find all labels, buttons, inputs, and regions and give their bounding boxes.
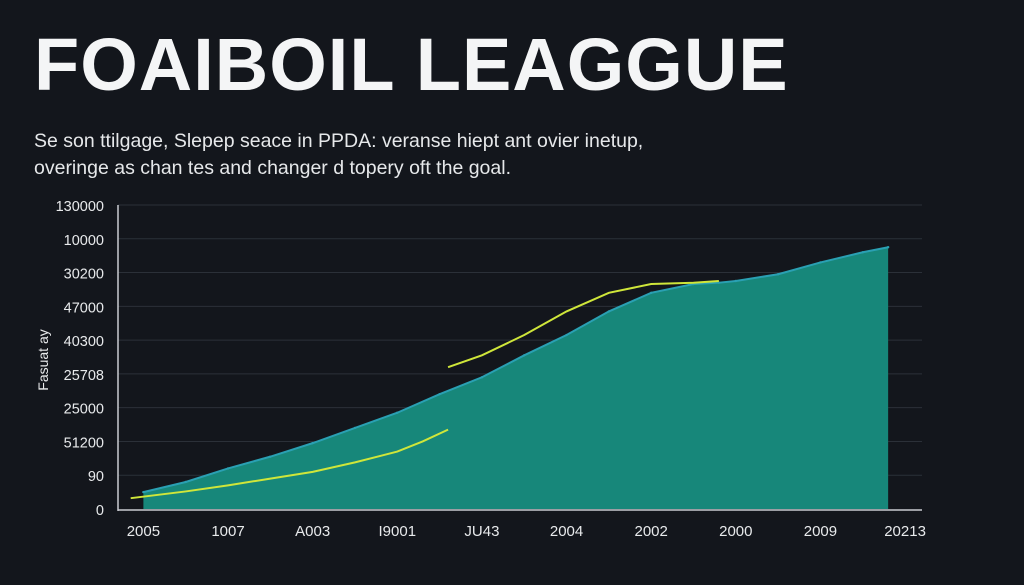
chart-title: FOAIBOIL LEAGGUE xyxy=(34,23,789,106)
y-tick-label-0: 0 xyxy=(96,503,104,519)
area-point-6 xyxy=(396,411,399,414)
area-point-3 xyxy=(269,455,272,458)
area-point-10 xyxy=(565,333,568,337)
area-point-11 xyxy=(607,310,611,313)
y-tick-label-1: 90 xyxy=(88,469,104,485)
y-tick-label-9: 130000 xyxy=(56,199,104,215)
y-tick-label-2: 51200 xyxy=(64,435,104,451)
x-tick-label-6: 2002 xyxy=(634,523,667,540)
area-point-17 xyxy=(819,261,822,264)
x-tick-label-9: 20213 xyxy=(884,523,926,540)
area-point-19 xyxy=(886,246,890,249)
area-point-14 xyxy=(717,281,721,284)
chart-subtitle: Se son ttilgage, Slepep seace in PPDA: v… xyxy=(34,128,734,182)
area-point-4 xyxy=(311,441,314,445)
y-tick-label-8: 10000 xyxy=(64,233,104,249)
area-point-16 xyxy=(776,273,780,276)
area-point-18 xyxy=(861,251,864,254)
x-tick-label-7: 2000 xyxy=(719,523,752,540)
y-tick-label-5: 40300 xyxy=(64,334,104,350)
x-tick-label-3: I9001 xyxy=(379,523,417,540)
area-point-0 xyxy=(142,490,145,494)
area-point-9 xyxy=(523,354,526,357)
area-point-15 xyxy=(734,279,738,283)
x-tick-label-2: A003 xyxy=(295,523,330,540)
area-point-8 xyxy=(480,376,484,379)
area-point-7 xyxy=(438,392,441,396)
y-tick-label-7: 30200 xyxy=(64,267,104,283)
y-tick-label-6: 47000 xyxy=(64,300,104,316)
series-yellow-line xyxy=(130,428,449,500)
x-tick-label-8: 2009 xyxy=(804,523,837,540)
area-point-5 xyxy=(353,426,357,430)
x-tick-label-1: 1007 xyxy=(211,523,244,540)
area-point-2 xyxy=(226,467,230,470)
area-point-12 xyxy=(649,291,653,295)
area-point-1 xyxy=(184,480,187,484)
x-tick-label-0: 2005 xyxy=(127,523,160,540)
subtitle-line-1: Se son ttilgage, Slepep seace in PPDA: v… xyxy=(34,130,644,152)
series-yellow-highlight xyxy=(447,280,719,369)
x-tick-label-4: JU43 xyxy=(464,523,499,540)
subtitle-line-2: overinge as chan tes and changer d toper… xyxy=(34,157,511,179)
area-fill xyxy=(143,247,889,509)
y-axis-label: Fasuat ay xyxy=(35,329,51,390)
y-tick-label-4: 25708 xyxy=(64,368,104,384)
y-tick-label-3: 25000 xyxy=(64,402,104,418)
area-top-line xyxy=(143,246,889,494)
x-tick-label-5: 2004 xyxy=(550,523,583,540)
